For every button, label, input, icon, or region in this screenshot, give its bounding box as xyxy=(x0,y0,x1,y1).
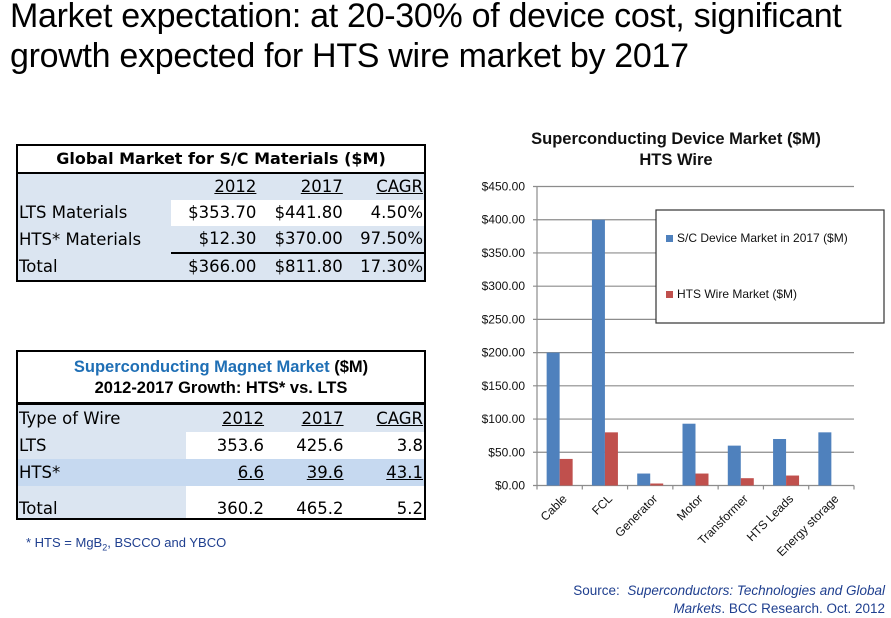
table-cell: 97.50% xyxy=(360,229,423,248)
column-header: 2017 xyxy=(300,177,343,196)
table-row-total: Total $366.00 $811.80 17.30% xyxy=(17,252,425,281)
row-label: Total xyxy=(19,256,58,276)
table-cell: $811.80 xyxy=(257,252,344,281)
y-tick-label: $350.00 xyxy=(482,246,526,260)
y-tick-label: $100.00 xyxy=(482,412,526,426)
table-cell: 43.1 xyxy=(386,463,423,482)
table-cell: 6.6 xyxy=(237,463,265,482)
materials-table-header: Global Market for S/C Materials ($M) xyxy=(17,145,425,174)
table-header-row: Type of Wire 2012 2017 CAGR xyxy=(17,403,425,432)
table-row: HTS* Materials $12.30 $370.00 97.50% xyxy=(17,226,425,253)
x-tick-label: Cable xyxy=(538,491,570,523)
source-publisher: . BCC Research. Oct. 2012 xyxy=(721,601,885,616)
bar-wire-market-generator xyxy=(650,483,664,486)
table-header-row: 2012 2017 CAGR xyxy=(17,173,425,200)
y-tick-label: $400.00 xyxy=(482,213,526,227)
bar-device-market-energy-storage xyxy=(818,432,832,486)
bar-wire-market-fcl xyxy=(604,432,618,486)
footnote-subscript: 2 xyxy=(102,542,108,553)
table-cell: $370.00 xyxy=(274,229,343,248)
y-tick-label: $0.00 xyxy=(495,479,525,493)
table-cell: 5.2 xyxy=(344,486,425,519)
magnet-table-subtitle: 2012-2017 Growth: HTS* vs. LTS xyxy=(94,379,348,397)
y-tick-label: $50.00 xyxy=(488,445,525,459)
bar-chart: Superconducting Device Market ($M) HTS W… xyxy=(482,130,885,559)
table-cell: $441.80 xyxy=(257,200,344,226)
magnet-table: Superconducting Magnet Market ($M) 2012-… xyxy=(16,350,426,520)
bar-wire-market-transformer xyxy=(740,478,754,486)
table-cell: 3.8 xyxy=(344,432,425,459)
table-cell: 17.30% xyxy=(343,252,425,281)
bar-wire-market-hts-leads xyxy=(786,475,800,486)
bar-wire-market-motor xyxy=(695,473,709,486)
table-cell: 4.50% xyxy=(343,200,425,226)
source-title-cont: Markets xyxy=(673,601,722,616)
column-header: 2012 xyxy=(214,177,257,196)
source-title: Superconductors: Technologies and Global xyxy=(627,583,885,598)
magnet-table-title: Superconducting Magnet Market xyxy=(73,358,330,376)
slide-title-line1: Market expectation: at 20-30% of device … xyxy=(10,0,842,35)
table-cell: 360.2 xyxy=(185,486,266,519)
column-header: CAGR xyxy=(376,409,423,428)
legend-label: HTS Wire Market ($M) xyxy=(677,287,797,301)
footnote-text: * HTS = MgB xyxy=(26,535,103,550)
y-tick-label: $300.00 xyxy=(482,279,526,293)
row-label: Total xyxy=(17,486,186,519)
bar-device-market-fcl xyxy=(591,219,605,486)
bar-device-market-motor xyxy=(682,423,696,486)
row-label: HTS* Materials xyxy=(19,229,142,249)
chart-legend xyxy=(655,209,885,324)
table-cell: 465.2 xyxy=(265,486,345,519)
source-label: Source: xyxy=(573,583,628,598)
bar-wire-market-cable xyxy=(559,458,573,486)
magnet-table-unit: ($M) xyxy=(329,358,369,376)
bar-device-market-generator xyxy=(637,473,651,486)
row-label: LTS xyxy=(17,432,186,459)
x-tick-label: Generator xyxy=(612,492,660,540)
column-header: 2012 xyxy=(222,409,265,428)
table-cell: $12.30 xyxy=(198,229,257,248)
table-cell: 353.6 xyxy=(185,432,266,459)
table-row-total: Total 360.2 465.2 5.2 xyxy=(17,486,425,519)
x-tick-label: Motor xyxy=(674,492,706,524)
slide-title: Market expectation: at 20-30% of device … xyxy=(10,0,842,76)
chart-subtitle: HTS Wire xyxy=(639,151,712,169)
table-cell: $366.00 xyxy=(170,252,258,281)
footnote-text: , BSCCO and YBCO xyxy=(107,535,227,550)
magnet-table-header: Superconducting Magnet Market ($M) 2012-… xyxy=(17,351,425,405)
row-label: HTS* xyxy=(19,463,61,482)
table-cell: 39.6 xyxy=(306,463,344,482)
footnote: * HTS = MgB2, BSCCO and YBCO xyxy=(26,535,226,553)
row-label: LTS Materials xyxy=(17,200,171,226)
column-header: CAGR xyxy=(376,177,423,196)
column-header: Type of Wire xyxy=(19,409,121,428)
legend-swatch-icon xyxy=(666,235,673,242)
materials-table: Global Market for S/C Materials ($M) 201… xyxy=(16,144,426,282)
bar-device-market-cable xyxy=(546,352,560,486)
column-header xyxy=(17,173,171,200)
bar-device-market-hts-leads xyxy=(773,438,787,486)
y-tick-label: $150.00 xyxy=(482,379,526,393)
x-tick-label: FCL xyxy=(589,491,615,517)
source-citation: Source: Superconductors: Technologies an… xyxy=(573,582,885,618)
y-tick-label: $200.00 xyxy=(482,346,526,360)
column-header: 2017 xyxy=(301,409,344,428)
table-row: LTS 353.6 425.6 3.8 xyxy=(17,432,425,459)
table-row: HTS* 6.6 39.6 43.1 xyxy=(17,459,425,486)
table-cell: $353.70 xyxy=(170,200,258,226)
y-tick-label: $250.00 xyxy=(482,312,526,326)
chart-title: Superconducting Device Market ($M) xyxy=(531,130,821,148)
legend-label: S/C Device Market in 2017 ($M) xyxy=(677,231,848,245)
bar-device-market-transformer xyxy=(727,445,741,486)
table-cell: 425.6 xyxy=(265,432,345,459)
table-row: LTS Materials $353.70 $441.80 4.50% xyxy=(17,200,425,226)
legend-swatch-icon xyxy=(666,291,673,298)
y-tick-label: $450.00 xyxy=(482,180,526,194)
slide-title-line2: growth expected for HTS wire market by 2… xyxy=(10,37,689,75)
